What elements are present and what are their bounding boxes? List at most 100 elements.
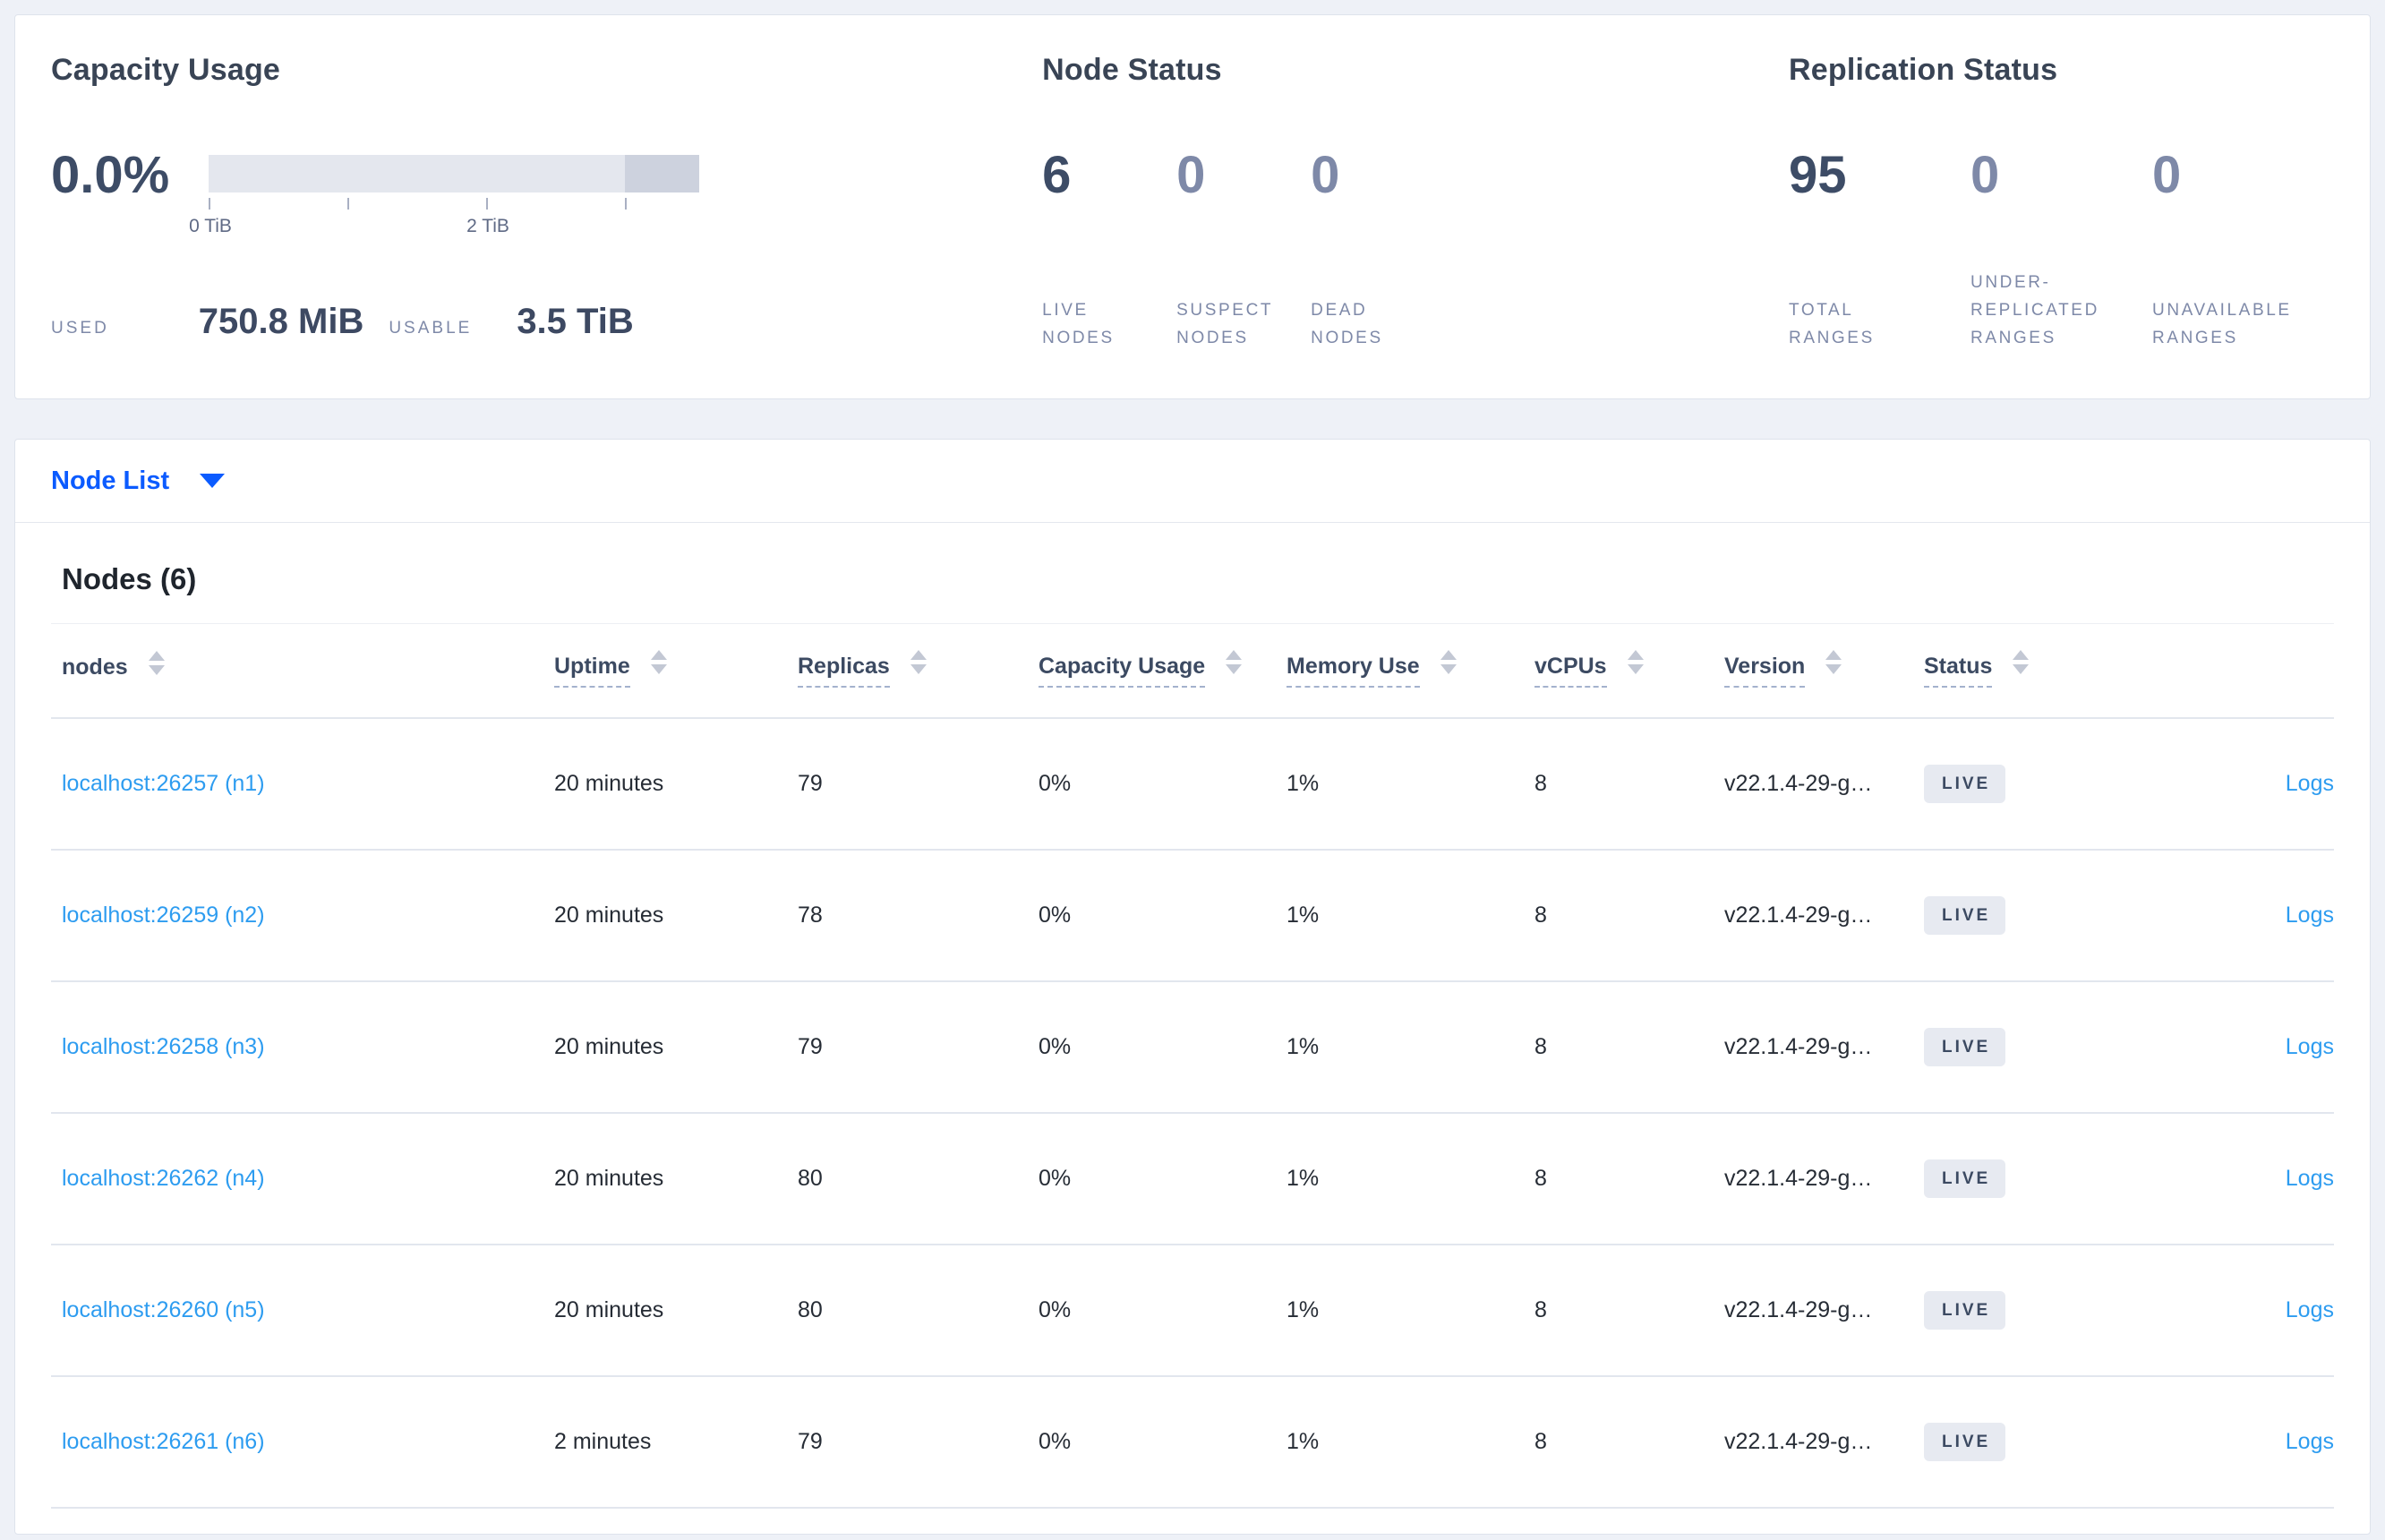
sort-icon bbox=[1226, 649, 1243, 674]
logs-link[interactable]: Logs bbox=[2285, 1297, 2334, 1322]
column-header-memory-use[interactable]: Memory Use bbox=[1276, 623, 1524, 719]
node-link[interactable]: localhost:26262 (n4) bbox=[62, 1166, 265, 1191]
capacity-usage-cell: 0% bbox=[1028, 850, 1276, 982]
status-badge: LIVE bbox=[1924, 765, 2006, 803]
capacity-usage-detail: USED 750.8 MiB USABLE 3.5 TiB bbox=[51, 302, 1042, 342]
nodes-table-section: Nodes (6) nodes Uptime bbox=[15, 562, 2370, 1534]
logs-link[interactable]: Logs bbox=[2285, 771, 2334, 796]
sort-icon bbox=[650, 649, 667, 674]
version-cell: v22.1.4-29-g… bbox=[1714, 981, 1913, 1114]
column-header-status[interactable]: Status bbox=[1913, 623, 2164, 719]
sort-icon bbox=[910, 649, 927, 674]
status-badge: LIVE bbox=[1924, 1423, 2006, 1461]
capacity-bar-end-segment bbox=[625, 155, 699, 192]
node-status-section: Node Status 6 0 0 LIVE NODES SUSPECT NOD… bbox=[1042, 51, 1789, 363]
sort-icon bbox=[1825, 649, 1842, 674]
replicas-cell: 80 bbox=[787, 1113, 1028, 1245]
node-link[interactable]: localhost:26259 (n2) bbox=[62, 903, 265, 928]
memory-use-cell: 1% bbox=[1276, 1113, 1524, 1245]
capacity-usage-cell: 0% bbox=[1028, 1376, 1276, 1509]
total-ranges-label: TOTAL RANGES bbox=[1789, 301, 1875, 347]
capacity-usage-cell: 0% bbox=[1028, 1245, 1276, 1377]
table-header-row: nodes Uptime Replicas Capacity Usage bbox=[51, 623, 2334, 719]
column-header-uptime[interactable]: Uptime bbox=[543, 623, 787, 719]
vcpus-cell: 8 bbox=[1524, 718, 1714, 851]
nodes-table: nodes Uptime Replicas Capacity Usage bbox=[51, 623, 2334, 1509]
used-value: 750.8 MiB bbox=[198, 302, 364, 341]
sort-icon bbox=[2013, 649, 2030, 674]
table-row: localhost:26259 (n2) 20 minutes 78 0% 1%… bbox=[51, 850, 2334, 982]
column-header-nodes[interactable]: nodes bbox=[51, 623, 543, 719]
table-row: localhost:26261 (n6) 2 minutes 79 0% 1% … bbox=[51, 1376, 2334, 1509]
dead-nodes-label: DEAD NODES bbox=[1311, 301, 1383, 347]
column-header-version[interactable]: Version bbox=[1714, 623, 1913, 719]
used-label: USED bbox=[51, 319, 109, 338]
replicas-cell: 79 bbox=[787, 1376, 1028, 1509]
axis-tick bbox=[486, 198, 488, 210]
capacity-usage-title: Capacity Usage bbox=[51, 53, 281, 87]
node-link[interactable]: localhost:26258 (n3) bbox=[62, 1034, 265, 1059]
usable-label: USABLE bbox=[389, 319, 473, 338]
vcpus-cell: 8 bbox=[1524, 981, 1714, 1114]
replicas-cell: 80 bbox=[787, 1245, 1028, 1377]
version-cell: v22.1.4-29-g… bbox=[1714, 1113, 1913, 1245]
logs-link[interactable]: Logs bbox=[2285, 1429, 2334, 1454]
dead-nodes-count: 0 bbox=[1311, 146, 1340, 204]
usable-value: 3.5 TiB bbox=[517, 302, 634, 341]
table-row: localhost:26260 (n5) 20 minutes 80 0% 1%… bbox=[51, 1245, 2334, 1377]
axis-tick bbox=[347, 198, 349, 210]
capacity-usage-cell: 0% bbox=[1028, 718, 1276, 851]
vcpus-cell: 8 bbox=[1524, 1245, 1714, 1377]
version-cell: v22.1.4-29-g… bbox=[1714, 1245, 1913, 1377]
memory-use-cell: 1% bbox=[1276, 1376, 1524, 1509]
memory-use-cell: 1% bbox=[1276, 718, 1524, 851]
uptime-cell: 20 minutes bbox=[543, 1245, 787, 1377]
under-replicated-ranges-count: 0 bbox=[1970, 146, 2000, 204]
suspect-nodes-count: 0 bbox=[1176, 146, 1206, 204]
sort-icon bbox=[1627, 649, 1644, 674]
node-link[interactable]: localhost:26260 (n5) bbox=[62, 1297, 265, 1322]
uptime-cell: 20 minutes bbox=[543, 1113, 787, 1245]
status-badge: LIVE bbox=[1924, 896, 2006, 935]
column-header-capacity-usage[interactable]: Capacity Usage bbox=[1028, 623, 1276, 719]
logs-link[interactable]: Logs bbox=[2285, 1166, 2334, 1191]
table-row: localhost:26258 (n3) 20 minutes 79 0% 1%… bbox=[51, 981, 2334, 1114]
column-header-logs bbox=[2164, 623, 2334, 719]
node-status-title: Node Status bbox=[1042, 53, 1222, 87]
table-row: localhost:26257 (n1) 20 minutes 79 0% 1%… bbox=[51, 718, 2334, 851]
vcpus-cell: 8 bbox=[1524, 1376, 1714, 1509]
status-badge: LIVE bbox=[1924, 1159, 2006, 1198]
axis-tick bbox=[625, 198, 627, 210]
node-list-card: Node List Nodes (6) nodes Uptime bbox=[14, 439, 2371, 1535]
replicas-cell: 78 bbox=[787, 850, 1028, 982]
logs-link[interactable]: Logs bbox=[2285, 1034, 2334, 1059]
under-replicated-ranges-label: UNDER-REPLICATED RANGES bbox=[1970, 273, 2099, 347]
capacity-usage-section: Capacity Usage 0.0% 0 TiB 2 TiB USED 750… bbox=[51, 51, 1042, 363]
status-badge: LIVE bbox=[1924, 1028, 2006, 1066]
node-link[interactable]: localhost:26261 (n6) bbox=[62, 1429, 265, 1454]
vcpus-cell: 8 bbox=[1524, 1113, 1714, 1245]
capacity-bar bbox=[209, 155, 699, 192]
memory-use-cell: 1% bbox=[1276, 1245, 1524, 1377]
vcpus-cell: 8 bbox=[1524, 850, 1714, 982]
unavailable-ranges-label: UNAVAILABLE RANGES bbox=[2152, 301, 2292, 347]
replicas-cell: 79 bbox=[787, 718, 1028, 851]
capacity-usage-cell: 0% bbox=[1028, 981, 1276, 1114]
uptime-cell: 20 minutes bbox=[543, 981, 787, 1114]
axis-label-0: 0 TiB bbox=[189, 216, 232, 236]
column-header-replicas[interactable]: Replicas bbox=[787, 623, 1028, 719]
memory-use-cell: 1% bbox=[1276, 850, 1524, 982]
sort-icon bbox=[148, 650, 165, 675]
column-header-vcpus[interactable]: vCPUs bbox=[1524, 623, 1714, 719]
node-link[interactable]: localhost:26257 (n1) bbox=[62, 771, 265, 796]
total-ranges-count: 95 bbox=[1789, 146, 1847, 204]
version-cell: v22.1.4-29-g… bbox=[1714, 1376, 1913, 1509]
logs-link[interactable]: Logs bbox=[2285, 903, 2334, 928]
table-row: localhost:26262 (n4) 20 minutes 80 0% 1%… bbox=[51, 1113, 2334, 1245]
nodes-section-title: Nodes (6) bbox=[62, 562, 197, 595]
live-nodes-label: LIVE NODES bbox=[1042, 301, 1115, 347]
node-list-dropdown[interactable]: Node List bbox=[15, 440, 2370, 523]
node-list-dropdown-label: Node List bbox=[51, 466, 170, 495]
memory-use-cell: 1% bbox=[1276, 981, 1524, 1114]
version-cell: v22.1.4-29-g… bbox=[1714, 718, 1913, 851]
